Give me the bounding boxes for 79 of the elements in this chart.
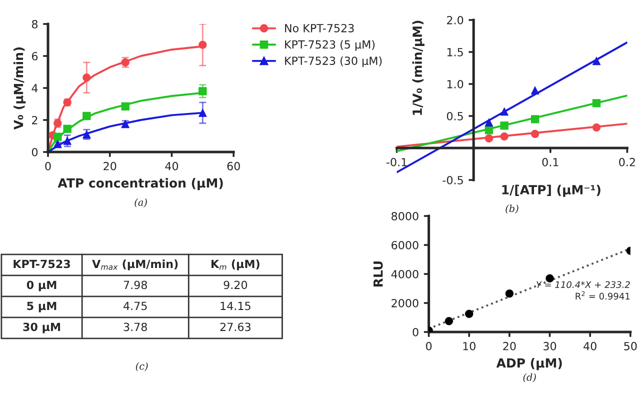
text: KPT-7523	[14, 260, 70, 268]
text: (a)	[134, 198, 147, 208]
point	[54, 132, 62, 141]
text: 7.98	[124, 280, 147, 290]
y-axis-title: RLU	[374, 262, 383, 286]
point	[530, 130, 540, 138]
x-tick-label: -0.1	[386, 158, 407, 166]
text: (c)	[136, 362, 148, 372]
point	[500, 132, 508, 141]
text: 9.20	[224, 280, 248, 290]
y-tick-label: 8000	[392, 212, 418, 220]
y-tick-label: -0.5	[442, 176, 463, 184]
y-tick-label: 4000	[391, 270, 418, 278]
x-tick-label: 20	[503, 342, 516, 350]
point	[121, 102, 130, 111]
point	[505, 289, 514, 298]
text: 3.78	[124, 322, 147, 332]
y-tick-label: 0	[412, 328, 418, 336]
point	[484, 118, 494, 127]
point	[198, 87, 207, 96]
point	[592, 56, 601, 66]
x-tick-label: 0	[426, 342, 432, 350]
y-tick-label: 0	[32, 148, 38, 156]
legend-label: No KPT-7523	[285, 24, 354, 32]
point	[530, 115, 540, 124]
y-tick-label: 1.0	[447, 80, 464, 88]
text: 4.75	[124, 302, 147, 310]
point	[63, 124, 72, 133]
annotation: Y = 110.4*X + 233.2	[536, 281, 630, 288]
text: (d)	[523, 373, 536, 382]
x-tick-label: 30	[544, 342, 556, 350]
point	[444, 317, 454, 326]
y-tick-label: 2	[32, 116, 38, 124]
y-tick-label: 6000	[392, 240, 418, 250]
point	[500, 121, 508, 130]
text: 5 μM	[27, 302, 56, 312]
x-tick-label: 20	[104, 162, 116, 170]
point	[484, 134, 494, 143]
x-tick-label: 0.2	[619, 158, 635, 166]
annotation: R$^{2}$ = 0.9941	[576, 291, 630, 300]
x-tick-label: 50	[624, 342, 637, 350]
y-axis-title: V₀ (μM/min)	[14, 47, 26, 130]
x-tick-label: 0.1	[542, 158, 558, 166]
text: 14.15	[220, 302, 250, 310]
text: K$_{m}$ (μM)	[212, 260, 260, 270]
point	[500, 107, 508, 116]
text: 27.63	[220, 322, 250, 332]
text: 30 μM	[23, 322, 60, 334]
x-tick-label: 40	[165, 162, 178, 170]
point	[465, 310, 474, 318]
point	[198, 40, 207, 49]
x-tick-label: 60	[227, 162, 240, 170]
y-tick-label: 2.0	[447, 16, 464, 24]
y-tick-label: 1.5	[447, 48, 463, 56]
point	[530, 86, 540, 95]
y-tick-label: 6	[32, 52, 38, 60]
legend-label: KPT-7523 (30 μM)	[285, 56, 382, 68]
point	[82, 73, 91, 82]
text: V$_{max}$ (μM/min)	[92, 260, 178, 270]
x-tick-label: 40	[584, 342, 596, 350]
x-axis-title: 1/[ATP] (μM⁻¹)	[502, 184, 600, 197]
y-tick-label: 8	[32, 20, 38, 28]
point	[592, 123, 601, 132]
y-tick-label: 0.5	[446, 112, 463, 120]
x-tick-label: 0	[45, 162, 51, 170]
x-tick-label: 10	[463, 342, 476, 350]
legend-label: KPT-7523 (5 μM)	[285, 40, 375, 51]
y-axis-title: 1/V₀ (min/μM)	[412, 20, 424, 115]
point	[592, 99, 601, 108]
point	[63, 136, 72, 145]
x-axis-title: ATP concentration (μM)	[58, 178, 223, 190]
point	[82, 112, 91, 120]
text: (b)	[506, 204, 518, 214]
point	[198, 108, 207, 117]
text: 0 μM	[26, 280, 56, 292]
y-tick-label: 2000	[392, 298, 418, 308]
y-tick-label: 4	[32, 84, 38, 92]
point	[546, 274, 554, 282]
x-axis-title: ADP (μM)	[496, 358, 562, 370]
